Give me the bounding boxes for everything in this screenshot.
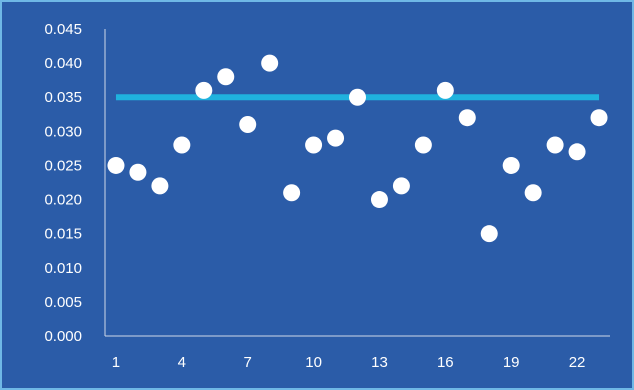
data-point xyxy=(392,177,410,195)
y-tick-label: 0.020 xyxy=(44,192,82,209)
y-tick-label: 0.040 xyxy=(44,55,82,72)
y-tick-label: 0.045 xyxy=(44,21,82,38)
data-points xyxy=(107,54,608,243)
y-tick-label: 0.015 xyxy=(44,226,82,243)
x-tick-label: 19 xyxy=(503,354,520,371)
data-point xyxy=(568,143,586,161)
data-point xyxy=(129,163,147,181)
data-point xyxy=(239,116,257,134)
x-axis-tick-labels: 1 4 7 10 13 16 19 22 xyxy=(112,354,586,371)
data-point xyxy=(370,191,388,209)
data-point xyxy=(173,136,191,154)
x-tick-label: 10 xyxy=(305,354,322,371)
data-point xyxy=(524,184,542,202)
data-point xyxy=(107,156,125,174)
y-tick-label: 0.030 xyxy=(44,123,82,140)
x-tick-label: 13 xyxy=(371,354,388,371)
x-tick-label: 7 xyxy=(244,354,252,371)
y-tick-label: 0.010 xyxy=(44,260,82,277)
data-point xyxy=(283,184,301,202)
y-tick-label: 0.005 xyxy=(44,294,82,311)
x-tick-label: 4 xyxy=(178,354,186,371)
data-point xyxy=(195,81,213,99)
data-point xyxy=(151,177,169,195)
y-tick-label: 0.035 xyxy=(44,89,82,106)
data-point xyxy=(502,156,520,174)
x-tick-label: 1 xyxy=(112,354,120,371)
axes xyxy=(104,29,610,337)
x-tick-label: 22 xyxy=(569,354,586,371)
data-point xyxy=(349,88,366,106)
y-tick-label: 0.000 xyxy=(44,328,82,345)
data-point xyxy=(458,109,476,127)
data-point xyxy=(436,81,454,99)
data-point xyxy=(590,109,608,127)
data-point xyxy=(414,136,432,154)
y-axis-tick-labels: 0.000 0.005 0.010 0.015 0.020 0.025 0.030 0.035… xyxy=(44,21,82,345)
y-tick-label: 0.025 xyxy=(44,157,82,174)
data-point xyxy=(546,136,564,154)
data-point xyxy=(480,225,498,243)
data-point xyxy=(305,136,323,154)
data-point xyxy=(217,68,235,86)
data-point xyxy=(261,54,279,72)
data-point xyxy=(327,129,345,147)
x-tick-label: 16 xyxy=(437,354,454,371)
